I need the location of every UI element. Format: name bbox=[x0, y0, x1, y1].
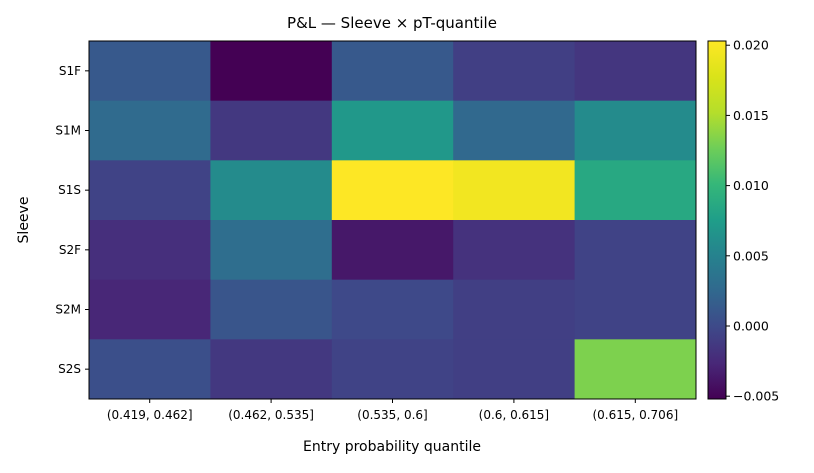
colorbar-tick-label: 0.005 bbox=[733, 248, 769, 263]
colorbar-tick-label: −0.005 bbox=[733, 389, 779, 404]
heatmap-cell bbox=[89, 41, 211, 102]
heatmap-cell bbox=[210, 279, 333, 340]
x-tick-label: (0.615, 0.706] bbox=[592, 408, 678, 422]
heatmap-cells bbox=[89, 41, 697, 400]
colorbar-ticks: −0.005 0.000 0.005 0.010 0.015 0.020 bbox=[726, 38, 779, 404]
y-tick-label: S2F bbox=[59, 243, 81, 257]
heatmap-cell bbox=[453, 279, 576, 340]
heatmap-cell bbox=[453, 100, 576, 161]
x-tick-label: (0.462, 0.535] bbox=[228, 408, 314, 422]
heatmap-cell bbox=[453, 160, 576, 221]
heatmap-cell bbox=[574, 220, 697, 281]
colorbar-tick-label: 0.010 bbox=[733, 178, 769, 193]
heatmap-cell bbox=[453, 339, 576, 400]
heatmap-cell bbox=[89, 279, 211, 340]
x-tick-label: (0.535, 0.6] bbox=[357, 408, 427, 422]
heatmap-cell bbox=[574, 160, 697, 221]
x-tick-label: (0.419, 0.462] bbox=[107, 408, 193, 422]
colorbar-tick-label: 0.015 bbox=[733, 108, 769, 123]
heatmap-cell bbox=[210, 160, 333, 221]
colorbar-tick-label: 0.000 bbox=[733, 318, 769, 333]
heatmap-cell bbox=[89, 100, 211, 161]
heatmap-cell bbox=[210, 220, 333, 281]
colorbar-tick-label: 0.020 bbox=[733, 38, 769, 53]
colorbar bbox=[707, 40, 727, 400]
heatmap-cell bbox=[331, 41, 454, 102]
heatmap-cell bbox=[210, 100, 333, 161]
heatmap-cell bbox=[574, 279, 697, 340]
y-tick-label: S1M bbox=[55, 124, 81, 138]
heatmap-cell bbox=[331, 220, 454, 281]
heatmap-cell bbox=[453, 41, 576, 102]
y-tick-label: S1S bbox=[58, 183, 81, 197]
heatmap-cell bbox=[89, 160, 211, 221]
y-tick-label: S2S bbox=[58, 362, 81, 376]
heatmap-cell bbox=[331, 279, 454, 340]
y-axis: S1F S1M S1S S2F S2M S2S bbox=[55, 64, 89, 376]
heatmap-cell bbox=[574, 339, 697, 400]
heatmap-cell bbox=[574, 41, 697, 102]
heatmap-cell bbox=[210, 339, 333, 400]
x-tick-label: (0.6, 0.615] bbox=[479, 408, 549, 422]
heatmap-cell bbox=[89, 220, 211, 281]
x-axis-label: Entry probability quantile bbox=[303, 439, 481, 455]
heatmap-cell bbox=[331, 100, 454, 161]
heatmap-cell bbox=[574, 100, 697, 161]
y-tick-label: S1F bbox=[59, 64, 81, 78]
heatmap-cell bbox=[89, 339, 211, 400]
x-axis: (0.419, 0.462] (0.462, 0.535] (0.535, 0.6]… bbox=[107, 399, 678, 422]
heatmap-cell bbox=[453, 220, 576, 281]
y-tick-label: S2M bbox=[55, 303, 81, 317]
heatmap-cell bbox=[210, 41, 333, 102]
chart-title: P&L — Sleeve × pT-quantile bbox=[287, 14, 497, 32]
y-axis-label: Sleeve bbox=[16, 197, 32, 244]
heatmap-cell bbox=[331, 339, 454, 400]
heatmap-cell bbox=[331, 160, 454, 221]
